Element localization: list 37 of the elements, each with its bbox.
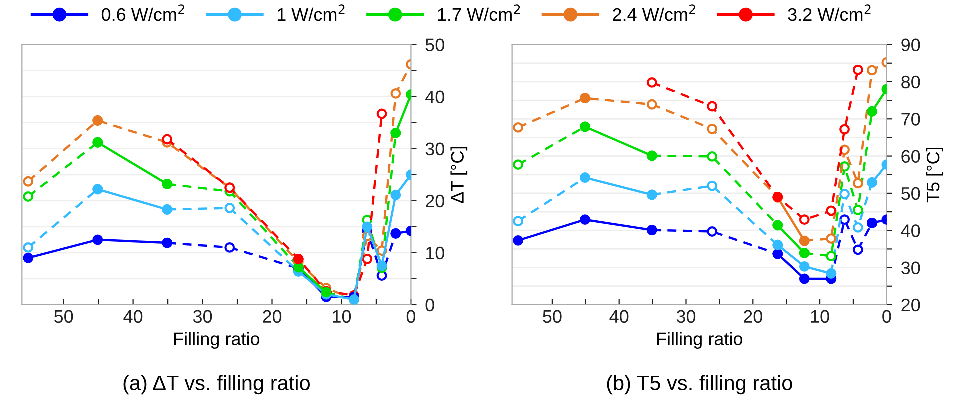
y-tick-label: 20 (902, 298, 920, 312)
y-tick-label: 60 (902, 150, 920, 164)
y-tick-label: 80 (902, 76, 920, 89)
x-tick-label: 0 (406, 310, 416, 324)
x-tick-label: 40 (610, 310, 629, 324)
x-tick-label: 30 (676, 310, 696, 324)
y-tick-label: 30 (902, 262, 920, 275)
y-axis-title: ΔT [°C] (450, 147, 468, 204)
y-tick-label: 70 (902, 113, 920, 126)
x-tick-label: 50 (543, 310, 562, 324)
text: (a) ΔT vs. filling ratio (124, 375, 310, 395)
x-axis-title: Filling ratio (174, 332, 260, 350)
x-tick-label: 20 (744, 310, 762, 324)
y-tick-label: 50 (426, 38, 444, 52)
legend-label: 2.4 W/cm$^{2}$ (613, 4, 696, 22)
x-tick-label: 20 (263, 310, 282, 324)
x-tick-label: 30 (193, 310, 212, 324)
legend-label: 0.6 W/cm$^{2}$ (102, 4, 184, 22)
x-tick-label: 10 (811, 310, 830, 324)
x-tick-label: 40 (124, 310, 143, 324)
x-tick-label: 50 (54, 310, 74, 324)
y-tick-label: 0 (426, 298, 434, 312)
y-tick-label: 50 (902, 187, 920, 200)
x-tick-label: 0 (882, 310, 892, 324)
legend-label: 1.7 W/cm$^{2}$ (438, 4, 520, 22)
y-axis-title: T5 [°C] (926, 148, 944, 203)
y-tick-label: 90 (902, 38, 920, 52)
legend-label: 3.2 W/cm$^{2}$ (788, 4, 871, 22)
legend-label: 1 W/cm$^{2}$ (278, 4, 345, 22)
y-tick-label: 40 (901, 224, 920, 238)
text: (b) T5 vs. filling ratio (607, 375, 792, 395)
y-tick-label: 30 (426, 142, 444, 156)
y-tick-label: 10 (426, 246, 444, 260)
y-tick-label: 40 (426, 90, 444, 104)
x-axis-title: Filling ratio (657, 332, 743, 350)
x-tick-label: 10 (333, 310, 352, 324)
y-tick-label: 20 (426, 194, 444, 208)
